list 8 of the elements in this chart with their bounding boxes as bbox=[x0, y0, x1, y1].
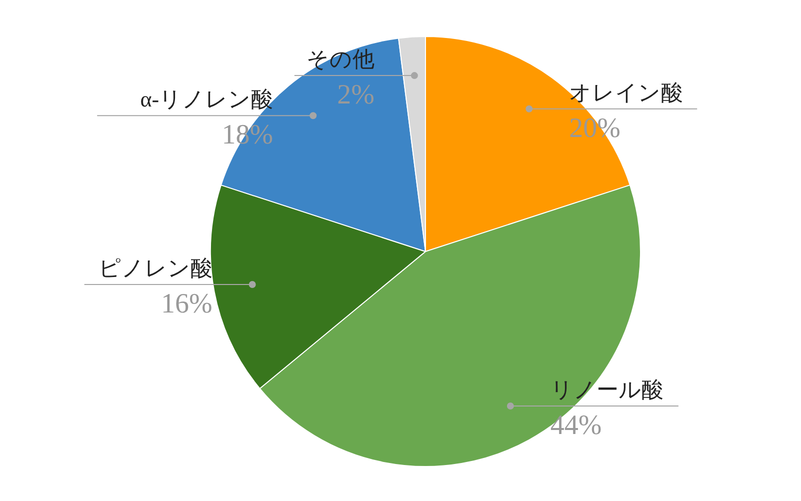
slice-label: オレイン酸 bbox=[569, 80, 684, 105]
data-label: 2% bbox=[337, 80, 374, 111]
slice-label: α-リノレン酸 bbox=[140, 86, 274, 112]
slice-label: その他 bbox=[306, 46, 374, 72]
data-label: 44% bbox=[550, 410, 602, 441]
data-label: 16% bbox=[161, 288, 212, 320]
slice-label: ピノレン酸 bbox=[98, 256, 212, 281]
slice-label: リノール酸 bbox=[550, 376, 664, 402]
